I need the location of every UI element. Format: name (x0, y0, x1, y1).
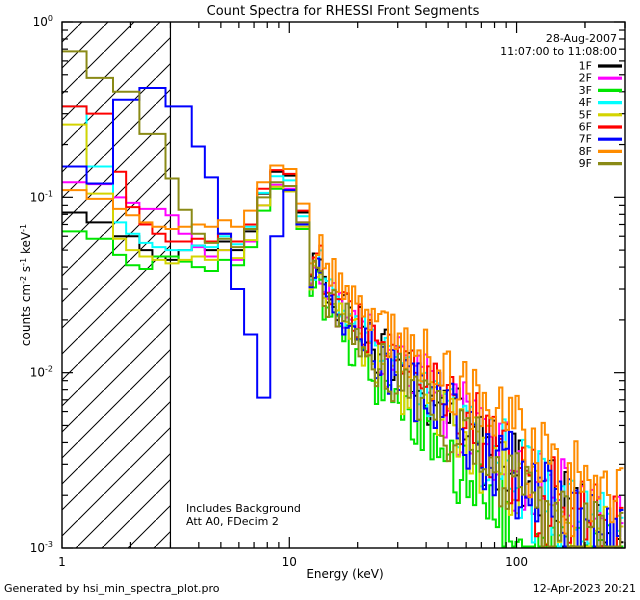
x-axis-label: Energy (keV) (306, 567, 383, 581)
observation-time-range: 11:07:00 to 11:08:00 (500, 45, 617, 58)
svg-text:counts cm-2 s-1 keV-1: counts cm-2 s-1 keV-1 (19, 224, 33, 346)
axis-ticks (61, 21, 626, 549)
legend-label-1f: 1F (579, 60, 592, 73)
legend-label-5f: 5F (579, 108, 592, 121)
legend-label-2f: 2F (579, 72, 592, 85)
x-tick-label: 100 (505, 555, 528, 569)
ylabel-s3: -1 (19, 224, 28, 232)
background-note: Includes Background (186, 502, 301, 515)
legend-label-8f: 8F (579, 145, 592, 158)
legend-label-7f: 7F (579, 133, 592, 146)
y-axis-label: counts cm-2 s-1 keV-1 (19, 224, 33, 346)
legend-label-9f: 9F (579, 157, 592, 170)
legend-label-3f: 3F (579, 84, 592, 97)
ylabel-s2: -1 (19, 258, 28, 266)
ylabel-s1: -2 (19, 276, 28, 284)
excluded-band-hatch (62, 22, 172, 548)
spectrum-series-9f (62, 50, 624, 548)
ylabel-p3: keV (19, 231, 33, 258)
x-tick-label: 1 (58, 555, 66, 569)
ylabel-p1: counts cm (19, 284, 33, 346)
x-tick-label: 10 (282, 555, 297, 569)
attenuator-note: Att A0, FDecim 2 (186, 515, 279, 528)
footer-generator: Generated by hsi_min_spectra_plot.pro (4, 582, 220, 595)
observation-date: 28-Aug-2007 (546, 32, 617, 45)
plot-frame (61, 21, 626, 549)
page-title: Count Spectra for RHESSI Front Segments (207, 4, 480, 19)
legend-label-6f: 6F (579, 121, 592, 134)
legend-label-4f: 4F (579, 96, 592, 109)
ylabel-p2: s (19, 266, 33, 276)
footer-timestamp: 12-Apr-2023 20:21 (533, 582, 636, 595)
spectra-series-layer (62, 50, 624, 548)
